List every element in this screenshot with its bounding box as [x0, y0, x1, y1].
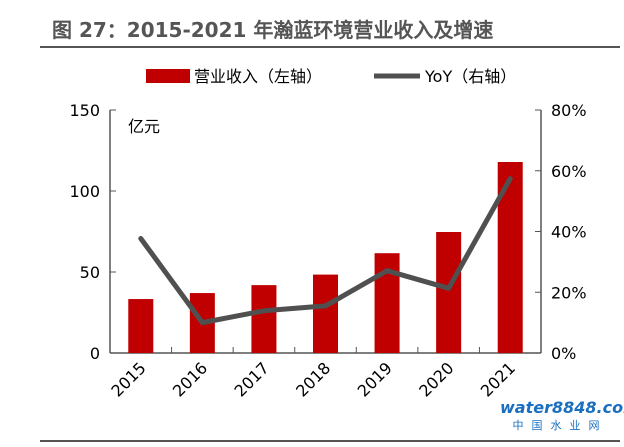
- y-tick-label: 0: [90, 344, 100, 363]
- y2-tick-label: 80%: [551, 101, 587, 120]
- y-tick-label: 50: [80, 263, 100, 282]
- x-tick-label: 2017: [231, 358, 273, 400]
- y2-tick-label: 40%: [551, 223, 587, 242]
- y-tick-label: 100: [69, 182, 100, 201]
- bar-2018: [313, 274, 338, 353]
- bar-2020: [436, 231, 462, 353]
- bar-2015: [128, 299, 154, 353]
- legend-bar-swatch: [146, 69, 190, 83]
- x-tick-label: 2019: [354, 358, 396, 400]
- y-tick-label: 150: [69, 101, 100, 120]
- legend-line-label: YoY（右轴）: [424, 67, 516, 86]
- y2-tick-label: 20%: [551, 283, 587, 302]
- title-divider: [40, 46, 620, 48]
- watermark-sub: 中国水业网: [512, 419, 608, 432]
- bar-2017: [251, 285, 277, 353]
- x-tick-label: 2015: [107, 358, 149, 400]
- watermark-brand: water8848.com: [500, 398, 624, 417]
- watermark: water8848.com 中国水业网: [500, 398, 624, 433]
- chart-title: 图 27：2015-2021 年瀚蓝环境营业收入及增速: [52, 18, 494, 42]
- y-axis-label: 亿元: [128, 117, 160, 136]
- x-tick-label: 2018: [292, 358, 334, 400]
- x-tick-label: 2021: [477, 358, 519, 400]
- bar-2019: [374, 253, 400, 353]
- y2-tick-label: 0%: [551, 344, 576, 363]
- y2-tick-label: 60%: [551, 162, 587, 181]
- bottom-divider: [40, 440, 620, 442]
- legend-bar-label: 营业收入（左轴）: [194, 67, 322, 86]
- x-tick-label: 2020: [415, 358, 457, 400]
- x-tick-label: 2016: [169, 358, 211, 400]
